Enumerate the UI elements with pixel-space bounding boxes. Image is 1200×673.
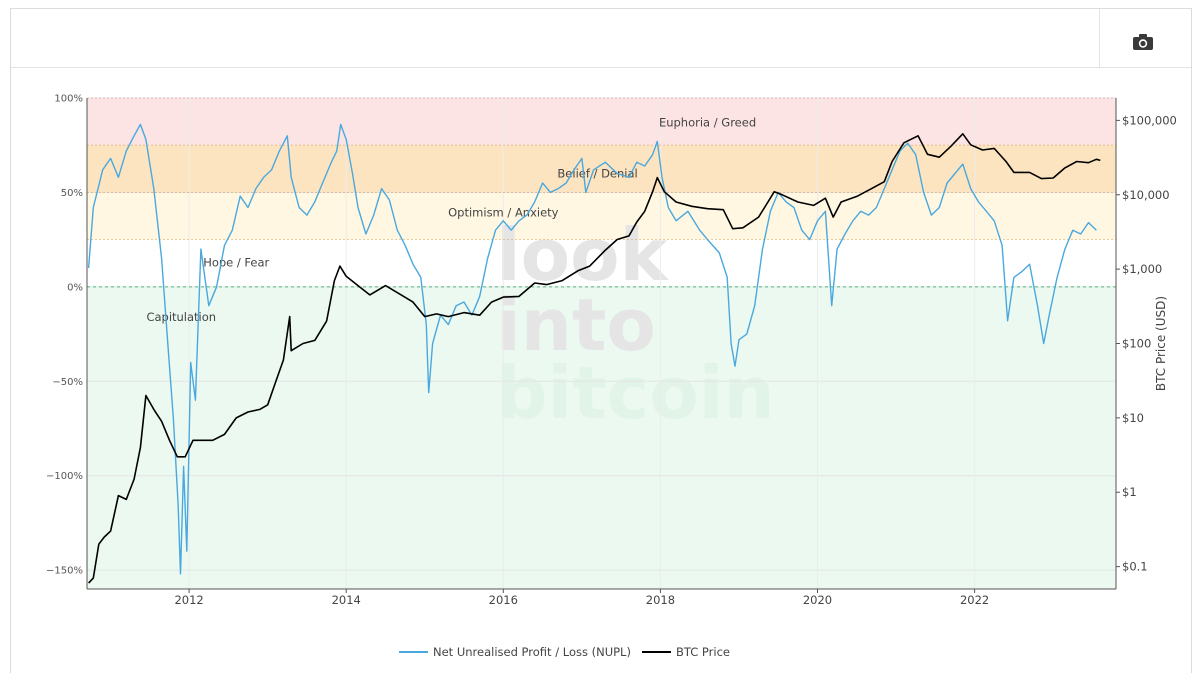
y-right-tick-label: $0.1 — [1122, 560, 1148, 574]
x-tick-label: 2020 — [803, 593, 832, 607]
series-net-unrealised-profit-loss-nupl — [87, 123, 1097, 575]
y-left-tick-label: −100% — [46, 471, 83, 482]
y-left-tick-label: −150% — [46, 566, 83, 577]
y-right-tick-label: $10,000 — [1122, 188, 1170, 202]
y-left-tick-label: 0% — [67, 282, 83, 293]
zone-label-optimism-anxiety: Optimism / Anxiety — [448, 205, 559, 219]
toolbar-divider — [1099, 9, 1100, 67]
watermark-bitcoin: bitcoin — [496, 351, 775, 435]
legend-label-btc-price[interactable]: BTC Price — [676, 645, 730, 659]
series-btc-price — [88, 133, 1101, 584]
y-right-tick-label: $100 — [1122, 337, 1151, 351]
zone-label-capitulation: Capitulation — [146, 310, 216, 324]
x-tick-label: 2012 — [174, 593, 203, 607]
y-right-tick-label: $1,000 — [1122, 262, 1162, 276]
zone-euphoria-greed — [87, 98, 1116, 146]
download-image-button[interactable] — [1123, 27, 1163, 57]
zone-label-euphoria-greed: Euphoria / Greed — [659, 116, 756, 130]
zone-label-belief-denial: Belief / Denial — [557, 167, 637, 181]
zone-capitulation — [87, 286, 1116, 589]
y-left-tick-label: 50% — [61, 188, 83, 199]
y-right-tick-label: $100,000 — [1122, 113, 1177, 127]
watermark-into: into — [496, 283, 656, 367]
zone-optimism-anxiety — [87, 192, 1116, 240]
y-left-tick-label: −50% — [52, 377, 83, 388]
x-tick-label: 2014 — [332, 593, 361, 607]
chart-toolbar — [11, 9, 1191, 68]
y-right-tick-label: $10 — [1122, 411, 1144, 425]
y-right-axis-title: BTC Price (USD) — [1154, 296, 1168, 391]
zone-hope-fear — [87, 239, 1116, 287]
x-tick-label: 2016 — [489, 593, 518, 607]
zone-label-hope-fear: Hope / Fear — [203, 255, 269, 269]
camera-icon — [1133, 34, 1153, 50]
y-right-tick-label: $1 — [1122, 485, 1137, 499]
legend-label-nupl[interactable]: Net Unrealised Profit / Loss (NUPL) — [433, 645, 631, 659]
x-tick-label: 2022 — [960, 593, 989, 607]
y-left-tick-label: 100% — [54, 94, 83, 105]
watermark-look: look — [496, 213, 670, 297]
x-tick-label: 2018 — [646, 593, 675, 607]
